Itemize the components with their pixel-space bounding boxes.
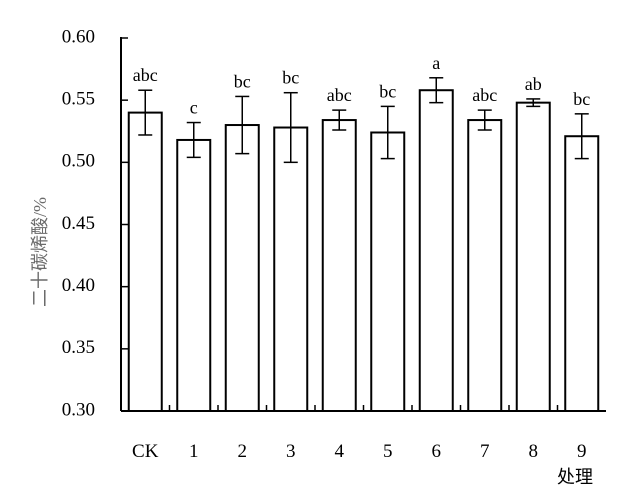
x-tick-label: 1 bbox=[189, 441, 199, 462]
x-ticks-layer: CK 1 2 3 4 5 6 7 8 9 bbox=[132, 405, 587, 462]
x-tick-label: 6 bbox=[432, 441, 442, 462]
bar bbox=[564, 135, 600, 412]
x-tick-label: 4 bbox=[335, 441, 345, 462]
y-tick-label: 0.30 bbox=[62, 399, 95, 420]
bar bbox=[176, 138, 212, 412]
y-tick-label: 0.45 bbox=[62, 213, 95, 234]
y-axis-title: 二十碳烯酸/% bbox=[30, 197, 50, 307]
bars-layer bbox=[127, 89, 600, 413]
significance-labels-layer: abc c bc bc abc bc a abc ab bc bbox=[133, 53, 590, 118]
significance-label: c bbox=[190, 98, 198, 118]
y-tick-label: 0.40 bbox=[62, 275, 95, 296]
bar bbox=[127, 111, 163, 412]
significance-label: bc bbox=[234, 71, 251, 91]
bar bbox=[467, 119, 503, 412]
y-tick-label: 0.60 bbox=[62, 26, 95, 47]
significance-label: abc bbox=[327, 85, 352, 105]
significance-label: ab bbox=[525, 74, 542, 94]
bar bbox=[515, 101, 551, 413]
significance-label: bc bbox=[282, 68, 299, 88]
bar bbox=[418, 89, 454, 412]
bar bbox=[224, 124, 260, 413]
x-tick-label: 5 bbox=[383, 441, 393, 462]
y-tick-label: 0.35 bbox=[62, 337, 95, 358]
significance-label: abc bbox=[472, 85, 497, 105]
significance-label: a bbox=[432, 53, 440, 73]
x-tick-label: CK bbox=[132, 441, 159, 462]
x-tick-label: 9 bbox=[577, 441, 587, 462]
bar bbox=[321, 119, 357, 412]
x-tick-label: 2 bbox=[238, 441, 248, 462]
significance-label: abc bbox=[133, 65, 158, 85]
x-tick-label: 7 bbox=[480, 441, 490, 462]
error-bars-layer bbox=[138, 77, 589, 164]
significance-label: bc bbox=[379, 81, 396, 101]
x-axis-title: 处理 bbox=[557, 467, 593, 487]
y-tick-label: 0.55 bbox=[62, 89, 95, 110]
bar bbox=[273, 126, 309, 413]
x-tick-label: 8 bbox=[529, 441, 539, 462]
significance-label: bc bbox=[573, 89, 590, 109]
bar bbox=[370, 131, 406, 412]
x-tick-label: 3 bbox=[286, 441, 296, 462]
y-ticks-layer: 0.30 0.35 0.40 0.45 0.50 0.55 0.60 bbox=[62, 26, 128, 420]
y-tick-label: 0.50 bbox=[62, 151, 95, 172]
